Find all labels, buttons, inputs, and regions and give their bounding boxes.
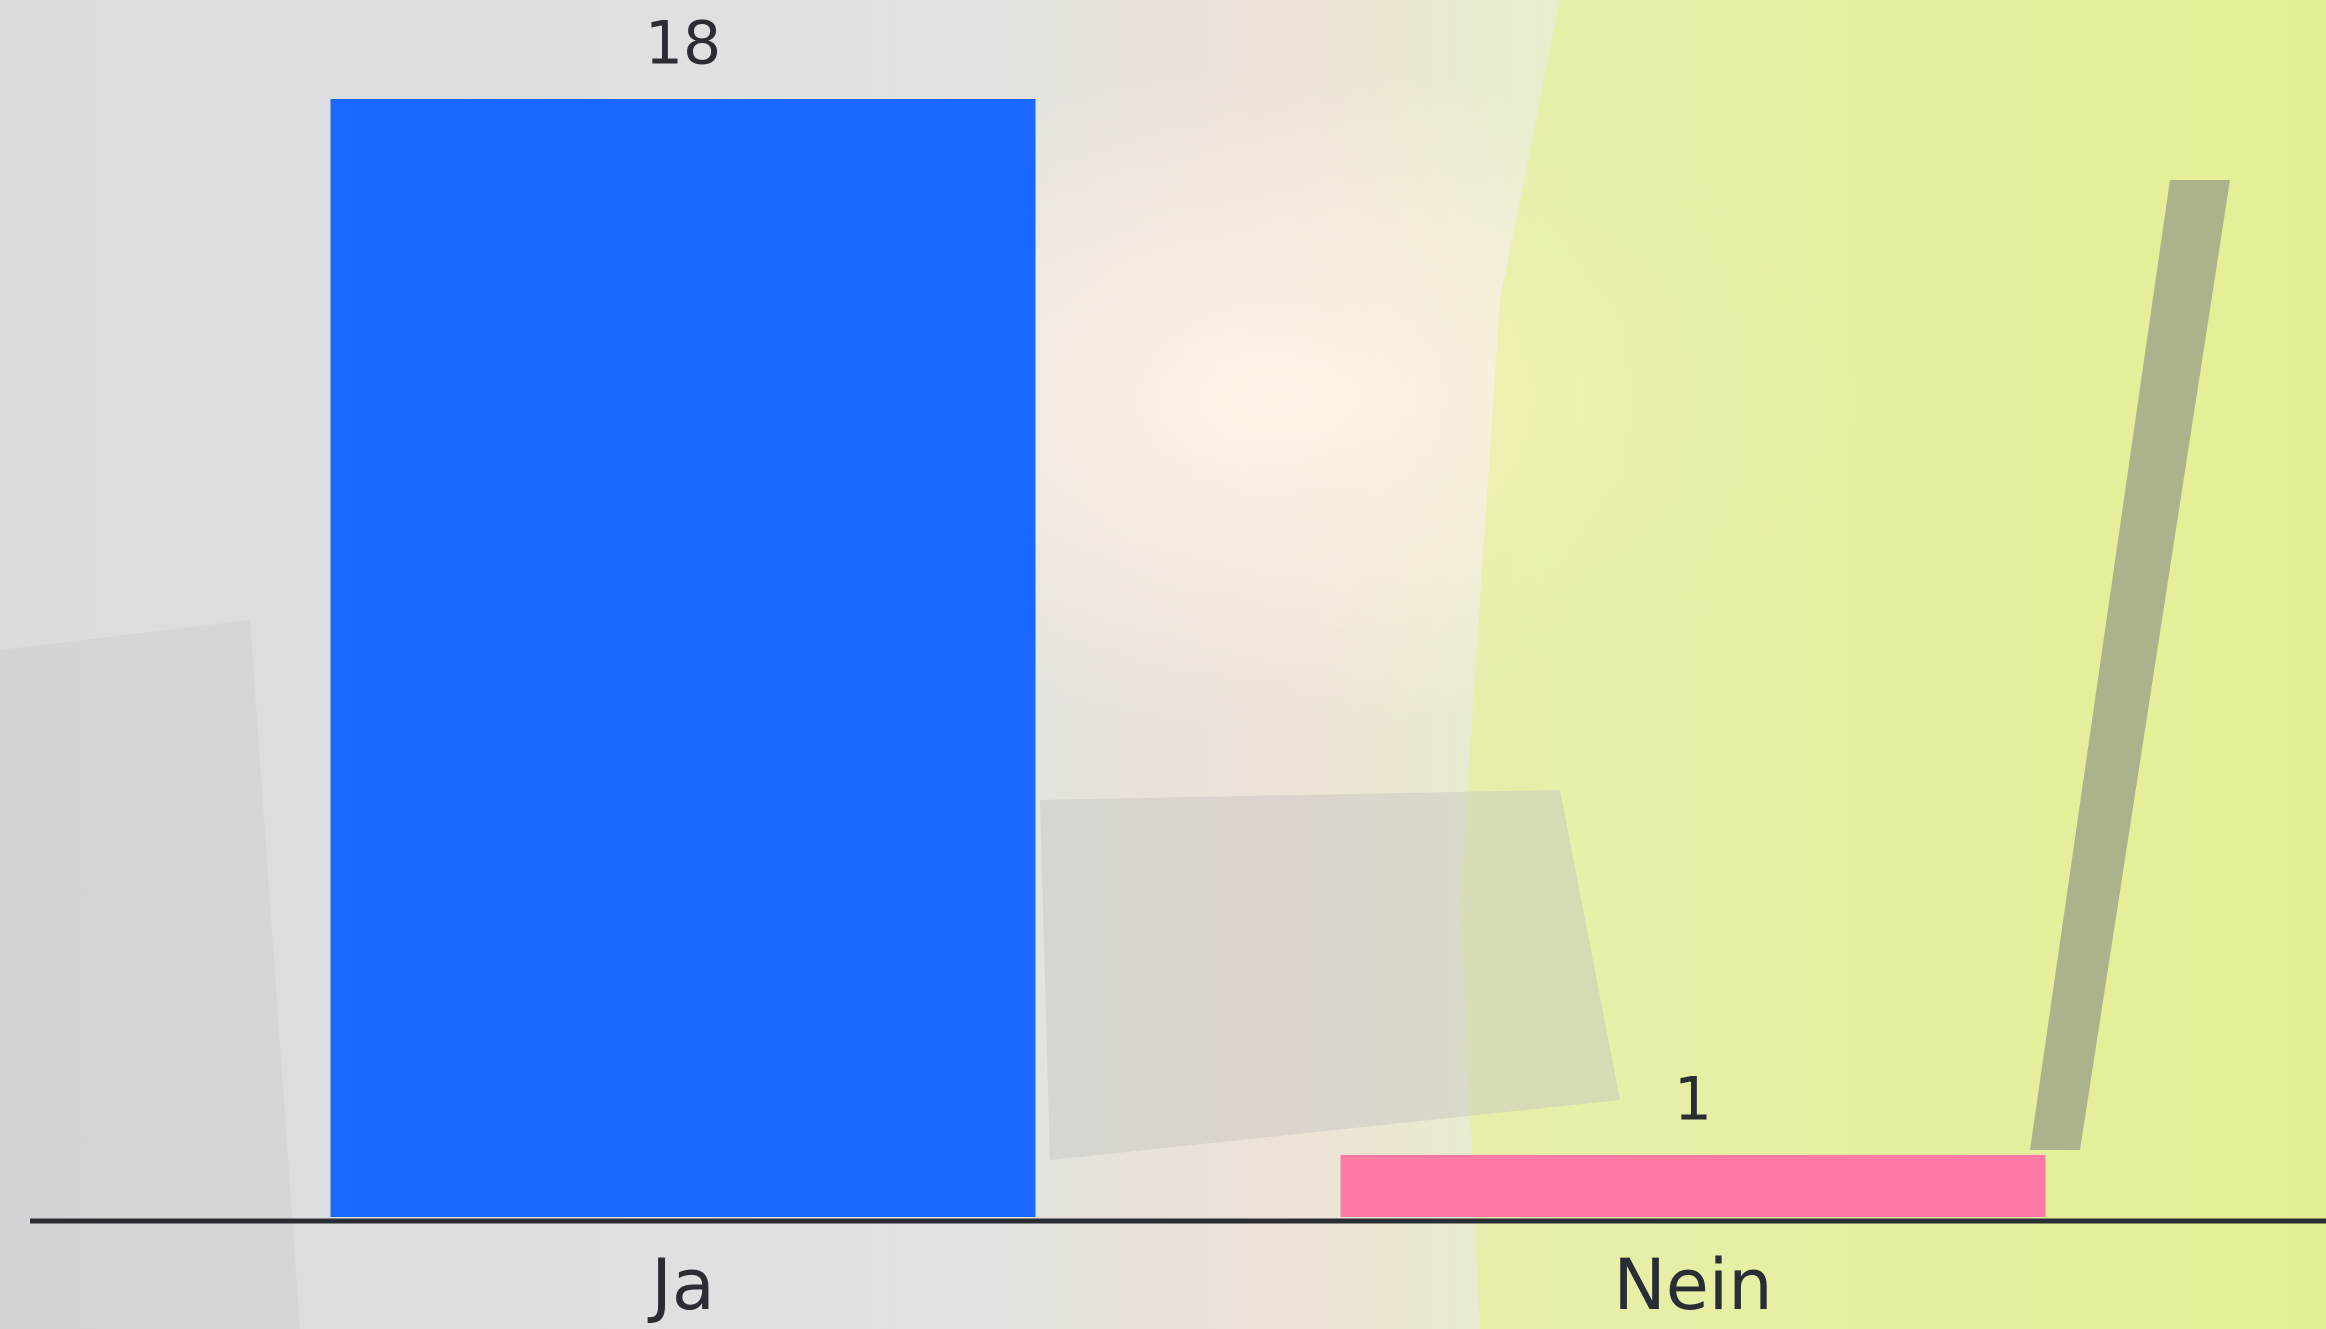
value-label: 1 xyxy=(1674,1064,1712,1134)
x-tick-label: Ja xyxy=(647,1244,715,1326)
x-tick-label: Nein xyxy=(1613,1244,1772,1326)
bar xyxy=(331,99,1036,1217)
bar xyxy=(1341,1155,2046,1217)
value-label: 18 xyxy=(645,9,721,79)
chart: 18 Ja 1 Nein xyxy=(0,0,2326,1329)
